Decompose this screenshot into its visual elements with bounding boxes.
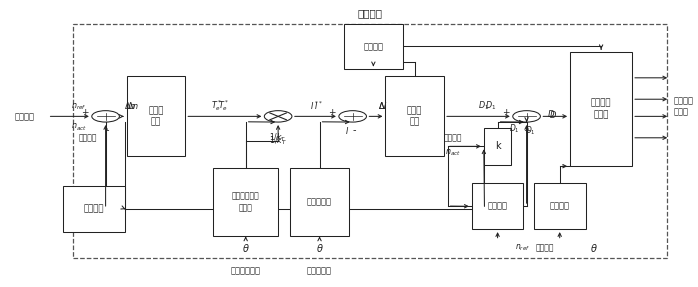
Text: $\theta$: $\theta$ xyxy=(242,242,250,254)
Text: $\Delta I$: $\Delta I$ xyxy=(378,100,388,111)
Text: $D_1$: $D_1$ xyxy=(478,99,489,112)
Text: 实际转速: 实际转速 xyxy=(443,134,462,143)
Text: $\Delta I$: $\Delta I$ xyxy=(378,100,388,111)
Text: +: + xyxy=(81,108,89,117)
Text: $I^*$: $I^*$ xyxy=(311,99,319,112)
Bar xyxy=(484,128,512,165)
Text: 速度指令: 速度指令 xyxy=(535,243,554,252)
Text: +: + xyxy=(502,108,510,117)
Text: 实际转速: 实际转速 xyxy=(79,133,98,142)
Bar xyxy=(570,52,632,166)
Text: 开关状态
查询表: 开关状态 查询表 xyxy=(591,99,611,120)
Bar xyxy=(73,24,667,258)
Text: 控制单元: 控制单元 xyxy=(357,9,383,19)
Text: +: + xyxy=(328,108,336,117)
Text: $\theta$: $\theta$ xyxy=(315,242,323,254)
Text: 相电流选择: 相电流选择 xyxy=(307,197,332,207)
Text: 扇区判断: 扇区判断 xyxy=(550,202,570,211)
Text: 速度调
节器: 速度调 节器 xyxy=(148,106,163,127)
Text: 速度计算: 速度计算 xyxy=(84,205,104,214)
Bar xyxy=(213,168,279,236)
Bar xyxy=(126,76,185,156)
Bar xyxy=(344,24,403,69)
Text: 相电流信号: 相电流信号 xyxy=(307,266,332,275)
Text: k: k xyxy=(495,141,500,151)
Text: $\theta$: $\theta$ xyxy=(591,242,598,254)
Text: $D_1$: $D_1$ xyxy=(526,124,536,137)
Text: $n_{ref}$: $n_{ref}$ xyxy=(71,101,87,112)
Text: 电流调
节器: 电流调 节器 xyxy=(407,106,422,127)
Text: $\Delta n$: $\Delta n$ xyxy=(124,100,136,111)
Text: 速度指令: 速度指令 xyxy=(15,112,35,121)
Text: $1/k_T$: $1/k_T$ xyxy=(269,134,288,147)
Text: $I$: $I$ xyxy=(345,125,349,135)
Text: 变换器控
制信号: 变换器控 制信号 xyxy=(674,96,694,117)
Text: $1/k_T$: $1/k_T$ xyxy=(269,131,287,144)
Bar xyxy=(290,168,349,236)
Text: -: - xyxy=(105,125,109,135)
Bar xyxy=(63,186,125,232)
Text: 转子位置信息: 转子位置信息 xyxy=(231,266,260,275)
Text: $T_e^*$: $T_e^*$ xyxy=(211,98,223,113)
Text: +: + xyxy=(523,125,530,135)
Text: $n_{act}^{\ }$: $n_{act}^{\ }$ xyxy=(70,121,87,133)
Text: $T_e^*$: $T_e^*$ xyxy=(218,98,229,113)
Bar xyxy=(534,183,586,229)
Text: -: - xyxy=(352,125,356,135)
Text: $D$: $D$ xyxy=(547,108,555,119)
Text: $n_{act}$: $n_{act}$ xyxy=(445,148,461,158)
Text: $\Delta n$: $\Delta n$ xyxy=(127,100,139,111)
Text: $n_{ref}$: $n_{ref}$ xyxy=(515,243,530,253)
Text: $D_1$: $D_1$ xyxy=(509,122,519,135)
Text: 转矩系数倒数
数据库: 转矩系数倒数 数据库 xyxy=(232,192,260,212)
Bar xyxy=(472,183,524,229)
Text: 判断正负: 判断正负 xyxy=(488,202,507,211)
Bar xyxy=(385,76,444,156)
Text: 判断正负: 判断正负 xyxy=(364,42,383,51)
Text: $D$: $D$ xyxy=(549,108,558,120)
Text: $D_1$: $D_1$ xyxy=(485,99,496,112)
Text: $I^*$: $I^*$ xyxy=(314,99,322,112)
